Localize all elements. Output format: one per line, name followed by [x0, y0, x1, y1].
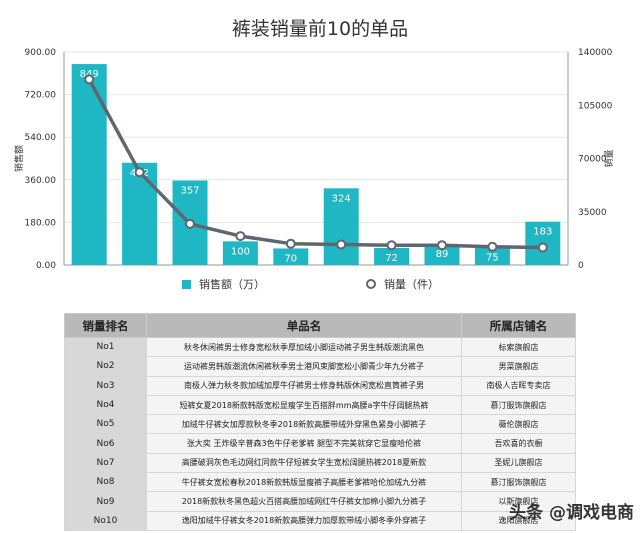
header-product: 单品名 [146, 313, 462, 338]
cell-shop-name: 逸阳旗舰店 [461, 510, 576, 531]
table-row: No1 秋冬休闲裤男士修身宽松秋季厚加绒小脚运动裤子男生韩版潮流黑色 标索旗舰店 [64, 336, 576, 358]
ranking-table: 销量排名 单品名 所属店铺名 No1 秋冬休闲裤男士修身宽松秋季厚加绒小脚运动裤子… [64, 313, 576, 531]
legend-label-sales: 销售额（万） [199, 278, 265, 291]
cell-shop-name: 以斯旗舰店 [461, 491, 576, 512]
bar [374, 247, 410, 265]
y-tick-label: 900.00 [25, 48, 57, 58]
legend-marker-line [366, 279, 376, 289]
y-axis-title: 销售额 [13, 145, 25, 172]
cell-shop-name: 标索旗舰店 [461, 336, 576, 358]
table-row: No5 加绒牛仔裤女加厚款秋冬季2018新款高腰带绒外穿黑色紧身小脚裤子 薇伦旗舰店 [64, 414, 576, 435]
table-row: No2 运动裤男韩版潮流休闲裤秋季男士港风束脚宽松小脚青少年九分裤子 男菜旗舰店 [64, 356, 576, 377]
cell-product-name: 高腰破洞灰色毛边网红同款牛仔短裤女学生宽松阔腿热裤2018夏新款 [146, 452, 462, 474]
cell-shop-name: 男菜旗舰店 [461, 356, 576, 377]
line-point [84, 74, 95, 85]
bar-value-label: 183 [533, 227, 552, 238]
table-row: No6 张大奕 王炸级辛普森3色牛仔老爹裤 腿型不完美就穿它显瘦哈伦裤 吾欢喜的衣橱 [64, 433, 576, 454]
line-point [487, 241, 498, 252]
cell-rank: No3 [64, 375, 147, 396]
table-row: No7 高腰破洞灰色毛边网红同款牛仔短裤女学生宽松阔腿热裤2018夏新款 圣妮儿旗舰… [64, 452, 576, 474]
cell-product-name: 2018新款秋冬黑色超火百搭高腰加绒网红牛仔裤女加棉小脚九分裤子 [146, 491, 462, 512]
bar-value-label: 70 [284, 253, 297, 264]
cell-rank: No8 [64, 472, 147, 493]
table-row: No9 2018新款秋冬黑色超火百搭高腰加绒网红牛仔裤女加棉小脚九分裤子 以斯旗舰店 [64, 491, 576, 512]
header-shop: 所属店铺名 [461, 313, 576, 338]
y-tick-label: 720.00 [25, 91, 57, 101]
legend-item-sales: 销售额（万） [182, 276, 265, 292]
cell-product-name: 逸阳加绒牛仔裤女冬2018新款高腰弹力加厚款带绒小脚冬季外穿裤子 [146, 510, 462, 531]
y2-axis-title: 销量 [603, 149, 615, 167]
line-point [437, 240, 447, 251]
bar-value-label: 100 [231, 246, 250, 257]
table-row: No10 逸阳加绒牛仔裤女冬2018新款高腰弹力加厚款带绒小脚冬季外穿裤子 逸阳旗舰… [64, 510, 576, 531]
cell-shop-name: 吾欢喜的衣橱 [461, 433, 576, 454]
cell-rank: No4 [64, 394, 147, 416]
cell-shop-name: 慕汀服饰旗舰店 [461, 394, 576, 416]
cell-rank: No10 [64, 510, 147, 531]
header-rank: 销量排名 [64, 313, 147, 338]
cell-product-name: 张大奕 王炸级辛普森3色牛仔老爹裤 腿型不完美就穿它显瘦哈伦裤 [146, 433, 462, 454]
series-line-volume [87, 78, 543, 250]
watermark: 头条 @调戏电商 [509, 503, 634, 523]
cell-product-name: 加绒牛仔裤女加厚款秋冬季2018新款高腰带绒外穿黑色紧身小脚裤子 [146, 414, 462, 435]
table-header-row: 销量排名 单品名 所属店铺名 [64, 313, 576, 338]
bar-value-label: 89 [436, 249, 449, 260]
legend-swatch-bar [182, 279, 191, 289]
cell-product-name: 运动裤男韩版潮流休闲裤秋季男士港风束脚宽松小脚青少年九分裤子 [146, 356, 462, 377]
cell-rank: No1 [64, 336, 147, 358]
cell-shop-name: 圣妮儿旗舰店 [461, 452, 576, 474]
y-tick-label: 0.00 [36, 261, 56, 271]
cell-rank: No9 [64, 491, 147, 512]
line-point [134, 167, 145, 178]
cell-shop-name: 慕汀服饰旗舰店 [461, 472, 576, 493]
bar [71, 64, 107, 265]
bar-value-label: 357 [180, 186, 199, 197]
line-point [386, 240, 397, 251]
y2-tick-label: 35000 [578, 208, 607, 218]
cell-shop-name: 南极人吉晖专卖店 [461, 375, 576, 396]
y-tick-label: 180.00 [25, 218, 57, 228]
line-point [235, 231, 246, 242]
y-tick-label: 360.00 [25, 176, 57, 186]
cell-product-name: 牛仔裤女宽松春秋2018新款韩版显瘦裤子高腰老爹裤哈伦加绒九分裤 [146, 472, 462, 493]
bar [122, 162, 158, 265]
cell-product-name: 秋冬休闲裤男士修身宽松秋季厚加绒小脚运动裤子男生韩版潮流黑色 [146, 336, 462, 358]
cell-rank: No7 [64, 452, 147, 474]
cell-shop-name: 薇伦旗舰店 [461, 414, 576, 435]
cell-product-name: 短裤女夏2018新款韩版宽松显瘦学生百搭胖mm高腰a字牛仔阔腿热裤 [146, 394, 462, 416]
y2-tick-label: 70000 [578, 155, 607, 165]
combo-chart: 0.00 180.00 360.00 540.00 720.00 900.00 0 35000… [13, 48, 615, 271]
bar-value-label: 75 [486, 252, 499, 263]
y-tick-label: 540.00 [25, 133, 57, 143]
bar-value-label: 324 [332, 193, 351, 204]
legend-label-volume: 销量（件） [384, 278, 439, 291]
bar [323, 188, 359, 265]
table-row: No3 南极人弹力秋冬款加绒加厚牛仔裤男士修身韩版休闲宽松直筒裤子男 南极人吉晖专卖… [64, 375, 576, 396]
bar [222, 241, 258, 265]
bar-value-label: 72 [385, 253, 398, 264]
bar [424, 243, 460, 265]
table-row: No4 短裤女夏2018新款韩版宽松显瘦学生百搭胖mm高腰a字牛仔阔腿热裤 慕汀服饰… [64, 394, 576, 416]
line-point [336, 239, 347, 250]
table-row: No8 牛仔裤女宽松春秋2018新款韩版显瘦裤子高腰老爹裤哈伦加绒九分裤 慕汀服饰旗… [64, 472, 576, 493]
line-point [185, 218, 195, 229]
y2-tick-label: 105000 [578, 101, 613, 111]
y2-tick-label: 0 [578, 261, 584, 271]
cell-product-name: 南极人弹力秋冬款加绒加厚牛仔裤男士修身韩版休闲宽松直筒裤子男 [146, 375, 462, 396]
line-point [285, 238, 296, 249]
cell-rank: No6 [64, 433, 147, 454]
line-point [537, 242, 548, 253]
legend-item-volume: 销量（件） [366, 276, 439, 292]
cell-rank: No5 [64, 414, 147, 435]
chart-title: 裤装销量前10的单品 [231, 18, 409, 40]
bar [474, 247, 510, 265]
cell-rank: No2 [64, 356, 147, 377]
bar [273, 248, 309, 265]
y2-tick-label: 140000 [578, 48, 613, 58]
